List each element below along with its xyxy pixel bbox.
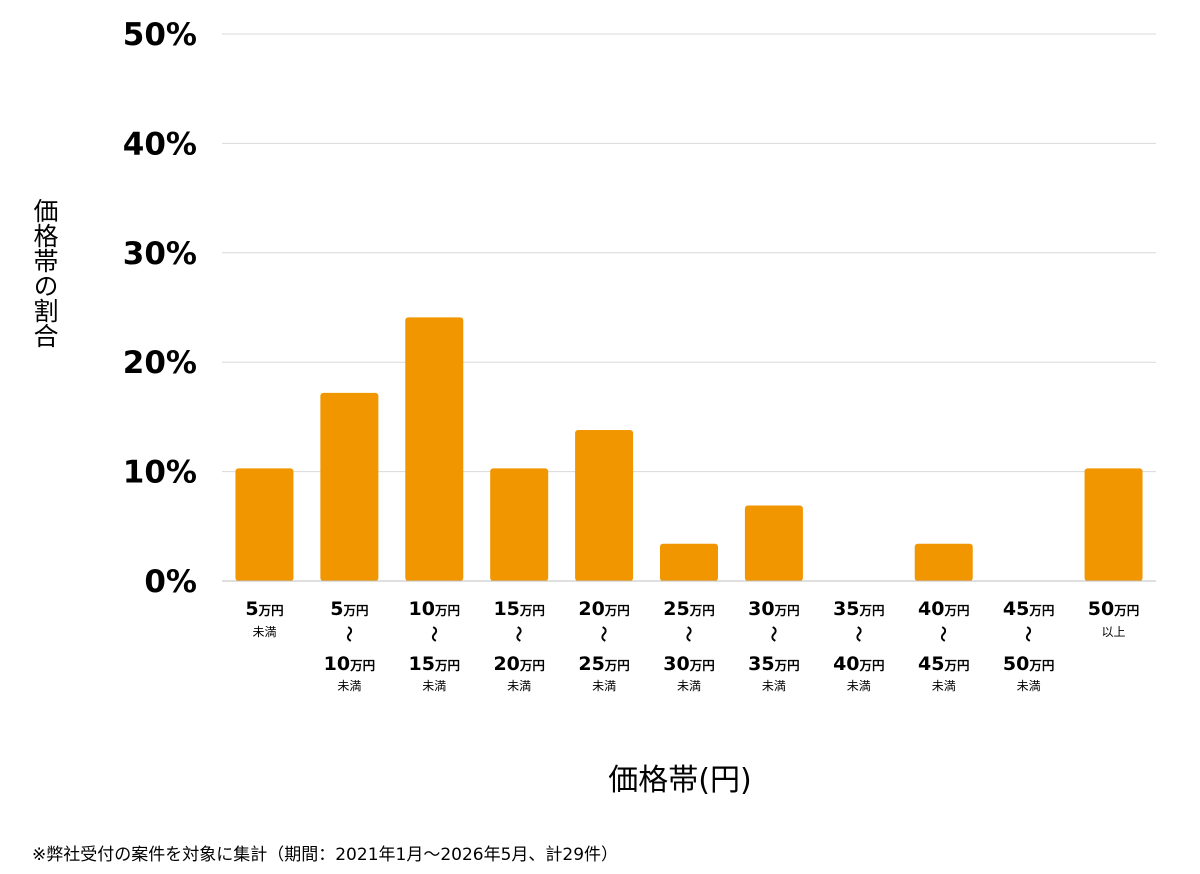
x-tick-note: 以上 [1102, 625, 1126, 639]
x-tick-range-mark: 〜 [934, 626, 953, 642]
bar [405, 317, 464, 581]
x-tick-note: 未満 [847, 679, 871, 693]
x-tick-value: 10万円 [324, 653, 375, 675]
x-tick-value: 5万円 [245, 598, 283, 620]
bar [744, 505, 803, 581]
x-tick-range-mark: 〜 [509, 626, 528, 642]
x-tick-value: 15万円 [493, 598, 544, 620]
y-tick-label: 20% [123, 345, 197, 381]
x-tick-value: 10万円 [409, 598, 460, 620]
y-axis-label: 価格帯の割合 [30, 198, 59, 348]
x-tick-value: 20万円 [578, 598, 629, 620]
x-tick-note: 未満 [337, 679, 361, 693]
x-tick-value: 45万円 [918, 653, 969, 675]
x-tick-value: 35万円 [748, 653, 799, 675]
bar [660, 543, 718, 581]
y-tick-label: 0% [144, 564, 197, 600]
x-axis-label: 価格帯(円) [608, 763, 752, 798]
x-tick-value: 5万円 [330, 598, 368, 620]
x-tick-value: 50万円 [1088, 598, 1139, 620]
x-tick-range-mark: 〜 [1019, 626, 1038, 642]
x-tick-value: 15万円 [409, 653, 460, 675]
y-tick-label: 40% [123, 126, 197, 162]
x-tick-range-mark: 〜 [594, 626, 613, 642]
x-tick-note: 未満 [422, 679, 446, 693]
x-tick-value: 35万円 [833, 598, 884, 620]
x-tick-note: 未満 [677, 679, 701, 693]
x-tick-range-mark: 〜 [679, 626, 698, 642]
bar [914, 543, 973, 581]
bar [490, 468, 549, 581]
x-tick-note: 未満 [252, 625, 276, 639]
x-tick-value: 40万円 [833, 653, 884, 675]
gridlines [222, 33, 1156, 473]
y-tick-label: 30% [123, 236, 197, 272]
x-tick-value: 20万円 [493, 653, 544, 675]
x-tick-value: 30万円 [663, 653, 714, 675]
bar [1084, 468, 1143, 581]
y-axis-ticks: 0% 10% 20% 30% 40% 50% [123, 17, 197, 600]
x-axis-ticks: 5万円未満5万円〜10万円未満10万円〜15万円未満15万円〜20万円未満20万… [245, 598, 1139, 693]
x-tick-value: 30万円 [748, 598, 799, 620]
x-tick-value: 25万円 [663, 598, 714, 620]
bars [235, 317, 1143, 581]
x-tick-range-mark: 〜 [764, 626, 783, 642]
bar [235, 468, 294, 581]
bar [320, 392, 379, 581]
x-tick-note: 未満 [592, 679, 616, 693]
x-tick-value: 25万円 [578, 653, 629, 675]
x-tick-note: 未満 [1017, 679, 1041, 693]
x-tick-value: 50万円 [1003, 653, 1054, 675]
y-tick-label: 50% [123, 17, 197, 53]
x-tick-note: 未満 [507, 679, 531, 693]
x-tick-note: 未満 [762, 679, 786, 693]
x-tick-range-mark: 〜 [849, 626, 868, 642]
x-tick-value: 40万円 [918, 598, 969, 620]
bar [575, 430, 634, 581]
x-tick-range-mark: 〜 [339, 626, 358, 642]
x-tick-range-mark: 〜 [424, 626, 443, 642]
footnote: ※弊社受付の案件を対象に集計（期間：2021年1月〜2026年5月、計29件） [32, 845, 619, 865]
x-tick-value: 45万円 [1003, 598, 1054, 620]
x-tick-note: 未満 [932, 679, 956, 693]
y-tick-label: 10% [123, 455, 197, 491]
